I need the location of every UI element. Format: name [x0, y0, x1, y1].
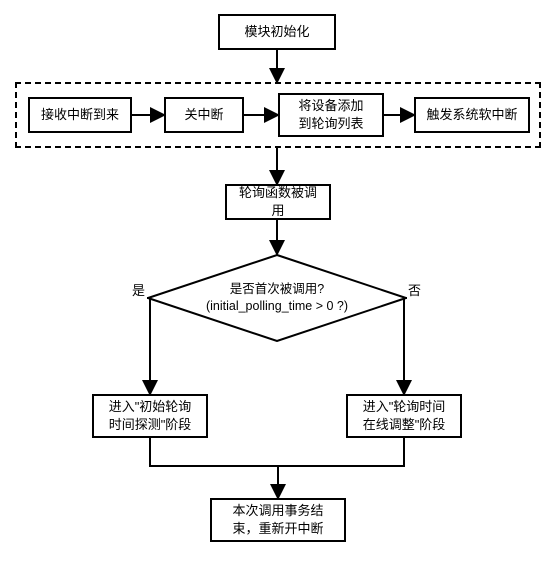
label-text: 是	[132, 283, 145, 298]
node-label: 接收中断到来	[41, 106, 119, 124]
node-label: 本次调用事务结束，重新开中断	[232, 502, 323, 537]
node-trigger-softirq: 触发系统软中断	[414, 97, 530, 133]
node-receive-interrupt: 接收中断到来	[28, 97, 132, 133]
node-initial-probe: 进入"初始轮询时间探测"阶段	[92, 394, 208, 438]
node-add-device: 将设备添加到轮询列表	[278, 93, 384, 137]
node-label: 将设备添加到轮询列表	[298, 97, 363, 132]
node-poll-called: 轮询函数被调用	[225, 184, 331, 220]
node-close-interrupt: 关中断	[164, 97, 244, 133]
node-module-init: 模块初始化	[218, 14, 336, 50]
node-label: 进入"轮询时间在线调整"阶段	[363, 398, 446, 433]
node-label: 进入"初始轮询时间探测"阶段	[109, 398, 192, 433]
node-online-adjust: 进入"轮询时间在线调整"阶段	[346, 394, 462, 438]
label-text: 否	[408, 283, 421, 298]
node-label: 关中断	[184, 106, 223, 124]
node-label: 触发系统软中断	[426, 106, 517, 124]
decision-label: 是否首次被调用?(initial_polling_time > 0 ?)	[147, 281, 407, 315]
node-end-reenable: 本次调用事务结束，重新开中断	[210, 498, 346, 542]
decision-text: 是否首次被调用?(initial_polling_time > 0 ?)	[206, 282, 348, 313]
branch-label-yes: 是	[132, 280, 145, 299]
node-label: 模块初始化	[244, 23, 309, 41]
decision-first-call: 是否首次被调用?(initial_polling_time > 0 ?)	[147, 254, 407, 342]
node-label: 轮询函数被调用	[233, 184, 323, 219]
branch-label-no: 否	[408, 280, 421, 299]
